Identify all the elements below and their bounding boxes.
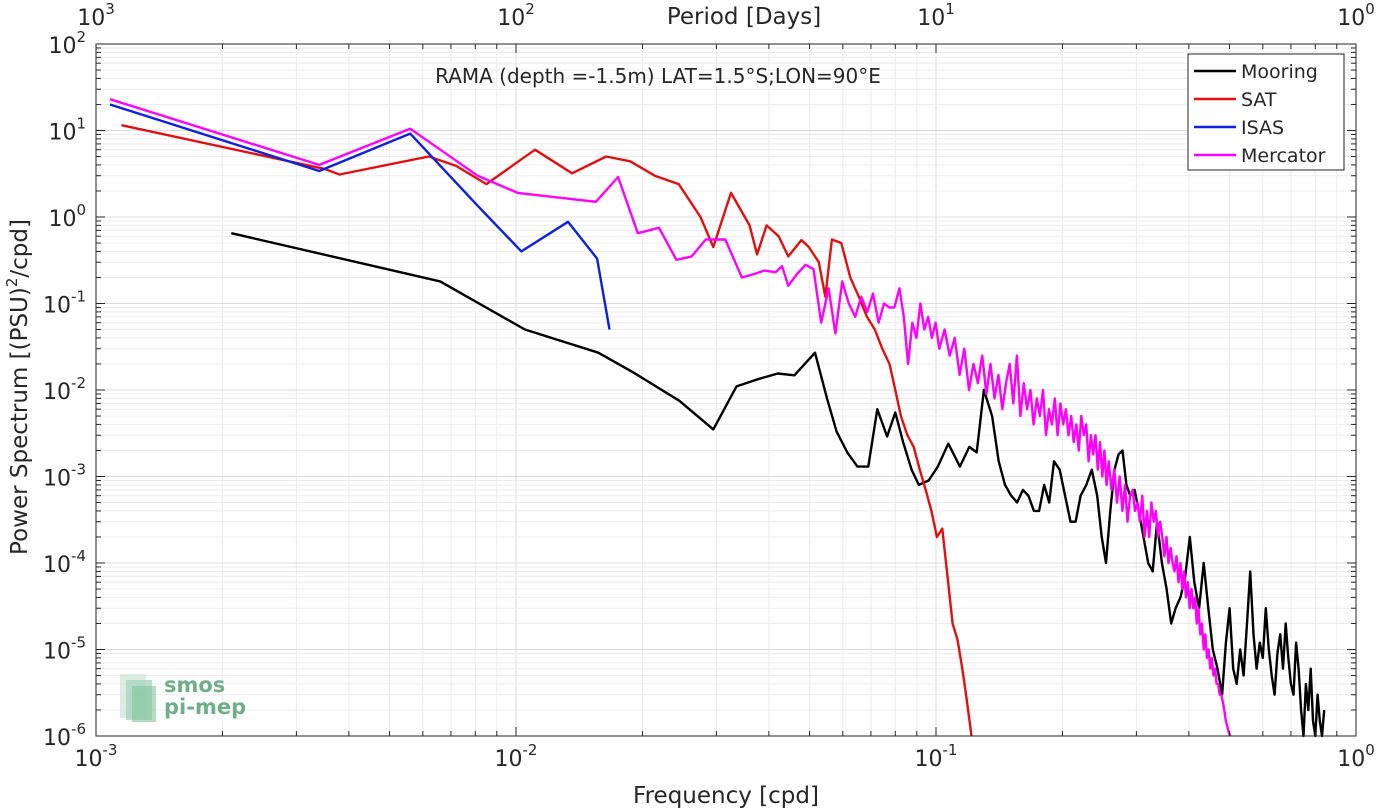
tick-marks <box>95 43 1357 737</box>
top-tick-label: 101 <box>917 0 955 31</box>
logo-text-pimep: pi-mep <box>164 695 246 719</box>
logo-text-smos: smos <box>164 673 225 697</box>
legend-label-mooring: Mooring <box>1241 61 1318 83</box>
series-line-sat <box>121 124 973 737</box>
top-tick-label: 100 <box>1337 0 1375 31</box>
y-tick-label: 10-1 <box>43 288 86 319</box>
y-tick-labels: 10-6 10-5 10-4 10-3 10-2 10-1 100 101 102 <box>43 28 86 751</box>
y-tick-label: 10-3 <box>43 461 86 492</box>
grid-lines <box>96 44 1356 736</box>
y-axis-title: Power Spectrum [(PSU)2/cpd] <box>3 219 33 555</box>
series-line-mercator <box>109 98 1232 737</box>
y-tick-label: 101 <box>48 115 86 146</box>
y-tick-label: 10-6 <box>43 720 86 751</box>
y-tick-label: 10-4 <box>43 547 86 578</box>
top-axis-title: Period [Days] <box>667 4 821 30</box>
x-axis-title: Frequency [cpd] <box>633 783 819 809</box>
x-tick-label: 10-2 <box>495 741 538 772</box>
x-tick-label: 10-1 <box>915 741 958 772</box>
series-line-mooring <box>231 232 1326 738</box>
y-tick-label: 10-5 <box>43 634 86 665</box>
y-tick-label: 100 <box>48 201 86 232</box>
top-tick-labels: 103 102 101 100 <box>77 0 1375 31</box>
top-tick-label: 103 <box>77 0 115 31</box>
series-line-isas <box>109 103 611 330</box>
legend-box <box>1187 53 1345 171</box>
chart-title: RAMA (depth =-1.5m) LAT=1.5°S;LON=90°E <box>435 64 881 88</box>
legend-label-isas: ISAS <box>1241 117 1284 139</box>
legend: Mooring SAT ISAS Mercator <box>1187 53 1345 171</box>
y-tick-label: 102 <box>48 28 86 59</box>
x-tick-label: 100 <box>1337 741 1375 772</box>
y-tick-label: 10-2 <box>43 374 86 405</box>
legend-label-mercator: Mercator <box>1241 145 1326 167</box>
top-tick-label: 102 <box>497 0 535 31</box>
smos-pi-mep-logo: smos pi-mep <box>120 673 246 722</box>
x-tick-labels: 10-3 10-2 10-1 100 <box>75 741 1375 772</box>
legend-label-sat: SAT <box>1241 89 1277 111</box>
series-lines <box>109 98 1326 738</box>
x-tick-label: 10-3 <box>75 741 118 772</box>
